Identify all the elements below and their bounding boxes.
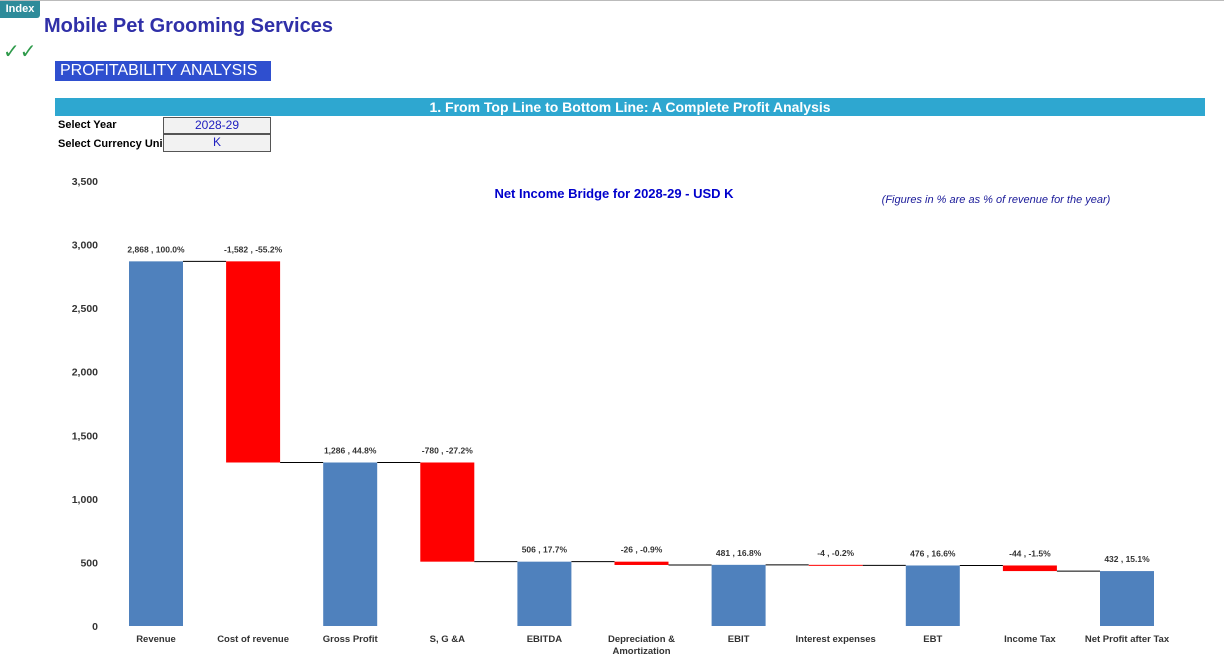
x-tick-label: Cost of revenue	[217, 634, 289, 645]
data-label: -26 , -0.9%	[621, 545, 663, 555]
y-tick-label: 500	[80, 557, 98, 569]
data-label: -1,582 , -55.2%	[224, 244, 283, 254]
y-tick-label: 2,000	[72, 367, 98, 379]
x-tick-label: Gross Profit	[322, 634, 378, 645]
data-label: -4 , -0.2%	[817, 548, 854, 558]
chart-note: (Figures in % are as % of revenue for th…	[882, 194, 1111, 206]
data-label: 506 , 17.7%	[522, 545, 568, 555]
x-tick-label: Depreciation & Amortization	[607, 634, 676, 657]
control-label: Select Currency Uni	[58, 138, 163, 150]
year-select[interactable]: 2028-29	[163, 117, 271, 134]
bar	[1002, 565, 1057, 572]
data-label: 2,868 , 100.0%	[127, 244, 185, 254]
page-title: Mobile Pet Grooming Services	[44, 15, 333, 37]
bar	[129, 261, 183, 626]
data-label: 481 , 16.8%	[716, 548, 762, 558]
y-tick-label: 3,500	[72, 176, 98, 188]
bar	[323, 462, 378, 626]
x-tick-label: EBT	[923, 634, 943, 645]
bar	[905, 565, 960, 626]
bar	[1100, 571, 1154, 626]
chart-title: Net Income Bridge for 2028-29 - USD K	[494, 186, 734, 201]
subsection-title: 1. From Top Line to Bottom Line: A Compl…	[55, 98, 1205, 116]
bar	[614, 561, 669, 565]
check-marks: ✓✓	[3, 41, 37, 63]
x-tick-label: Revenue	[136, 634, 176, 645]
y-tick-label: 1,000	[72, 494, 98, 506]
data-label: -44 , -1.5%	[1009, 548, 1051, 558]
currency-select[interactable]: K	[163, 134, 271, 152]
bar	[226, 261, 281, 463]
x-tick-label: EBIT	[727, 634, 750, 645]
index-button[interactable]: Index	[0, 1, 40, 18]
data-label: 1,286 , 44.8%	[324, 445, 377, 455]
data-label: 432 , 15.1%	[1104, 554, 1150, 564]
x-tick-label: EBITDA	[526, 634, 563, 645]
x-tick-label: S, G &A	[429, 634, 465, 645]
y-tick-label: 1,500	[72, 430, 98, 442]
data-label: -780 , -27.2%	[422, 445, 473, 455]
x-tick-label: Interest expenses	[795, 634, 876, 645]
data-label: 476 , 16.6%	[910, 548, 956, 558]
bar	[420, 462, 475, 562]
section-title: PROFITABILITY ANALYSIS	[55, 61, 271, 81]
y-tick-label: 3,000	[72, 240, 98, 252]
x-tick-label: Net Profit after Tax	[1084, 634, 1170, 645]
y-tick-label: 0	[92, 621, 98, 633]
bar	[711, 564, 766, 626]
bar	[517, 561, 572, 626]
y-tick-label: 2,500	[72, 303, 98, 315]
control-label: Select Year	[58, 119, 117, 131]
x-tick-label: Income Tax	[1004, 634, 1056, 645]
bar	[808, 564, 863, 566]
